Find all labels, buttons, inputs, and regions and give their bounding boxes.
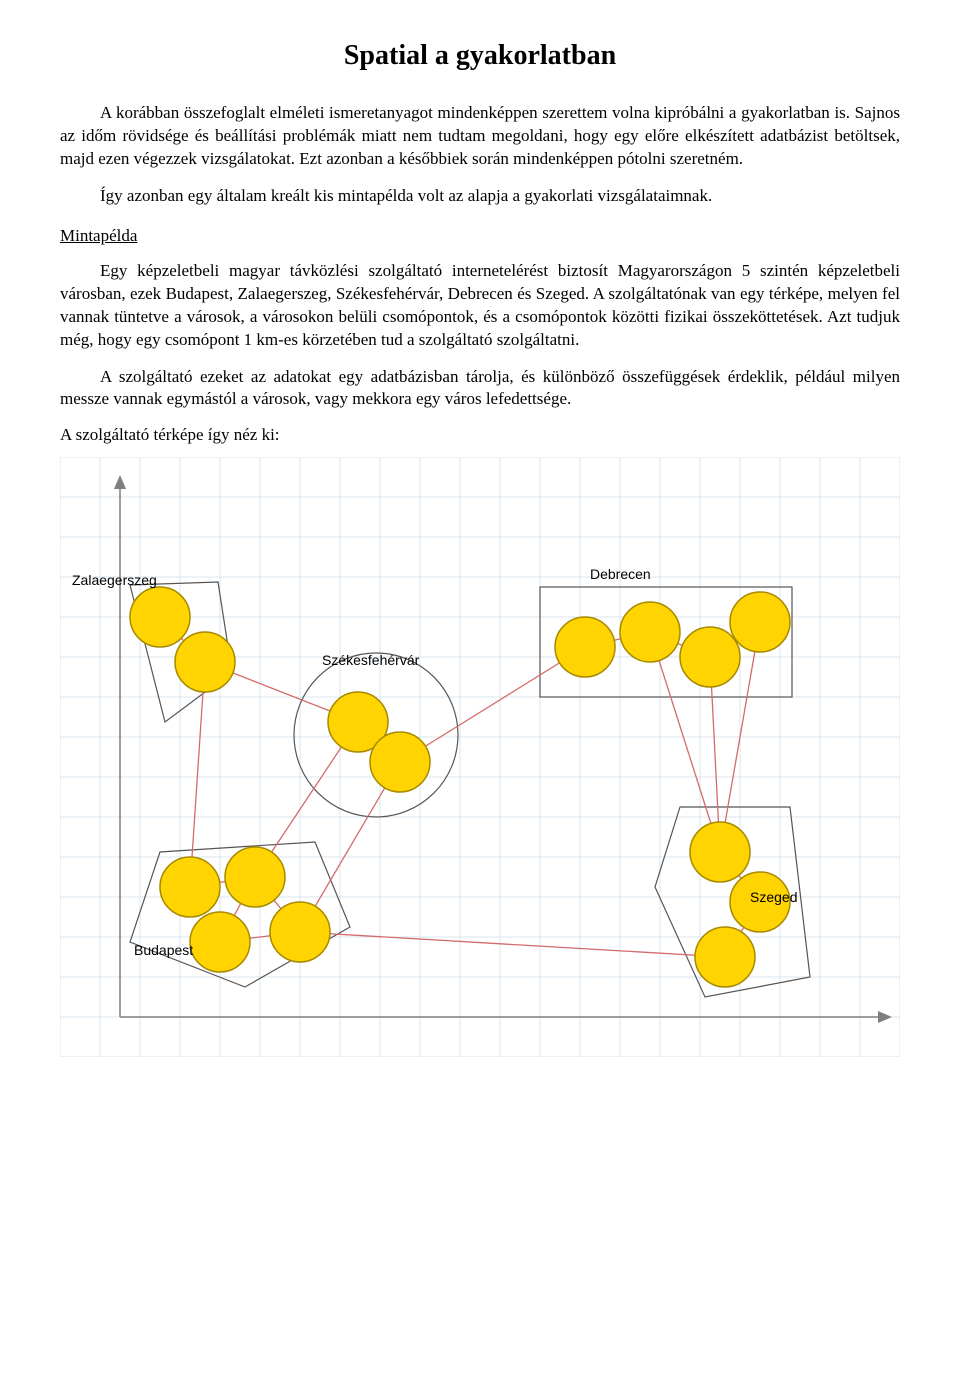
- label-szeged: Szeged: [750, 889, 797, 905]
- node-bp3: [190, 912, 250, 972]
- section-heading-mintapelda: Mintapélda: [60, 226, 900, 246]
- paragraph-intro-1: A korábban összefoglalt elméleti ismeret…: [60, 102, 900, 171]
- node-d3: [680, 627, 740, 687]
- node-d4: [730, 592, 790, 652]
- node-d2: [620, 602, 680, 662]
- node-z1: [130, 587, 190, 647]
- paragraph-example-2: A szolgáltató ezeket az adatokat egy ada…: [60, 366, 900, 412]
- page-title: Spatial a gyakorlatban: [60, 40, 900, 72]
- map-container: Zalaegerszeg Debrecen Székesfehérvár Szeged…: [60, 457, 900, 1057]
- label-debrecen: Debrecen: [590, 566, 651, 582]
- network-map-diagram: Zalaegerszeg Debrecen Székesfehérvár Szeged…: [60, 457, 900, 1057]
- label-budapest: Budapest: [134, 942, 193, 958]
- paragraph-intro-2: Így azonban egy általam kreált kis minta…: [60, 185, 900, 208]
- node-d1: [555, 617, 615, 677]
- map-caption: A szolgáltató térképe így néz ki:: [60, 425, 900, 445]
- node-sf2: [370, 732, 430, 792]
- node-bp2: [225, 847, 285, 907]
- node-bp1: [160, 857, 220, 917]
- node-sg3: [695, 927, 755, 987]
- node-z2: [175, 632, 235, 692]
- node-sg1: [690, 822, 750, 882]
- paragraph-example-1: Egy képzeletbeli magyar távközlési szolg…: [60, 260, 900, 352]
- node-bp4: [270, 902, 330, 962]
- label-székesfehérvár: Székesfehérvár: [322, 652, 420, 668]
- label-zalaegerszeg: Zalaegerszeg: [72, 572, 157, 588]
